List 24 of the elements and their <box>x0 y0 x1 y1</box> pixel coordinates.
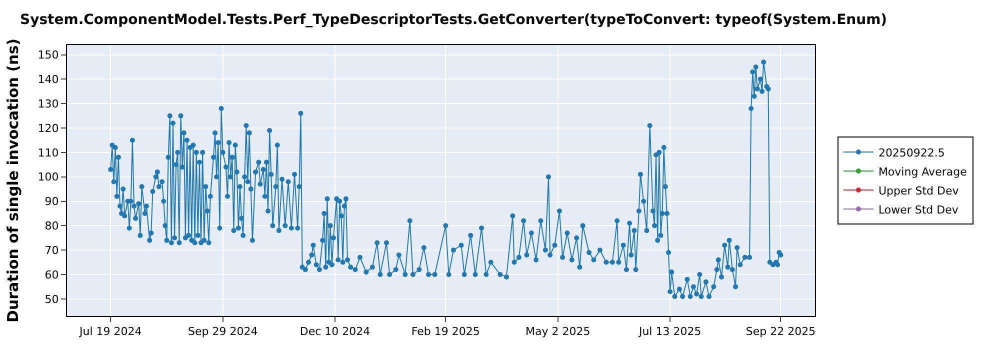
y-tick-label: 150 <box>38 48 59 62</box>
y-axis-title: Duration of single invocation (ns) <box>4 38 22 322</box>
y-tick-label: 90 <box>44 195 59 208</box>
y-tick-label: 140 <box>38 73 59 86</box>
y-tick-label: 70 <box>44 244 59 257</box>
y-tick-label: 50 <box>44 292 59 306</box>
y-tick-label: 100 <box>38 170 59 184</box>
chart-title: System.ComponentModel.Tests.Perf_TypeDescriptorTests.GetConverter(typeToConvert: typeof(System.Enum) <box>20 12 888 28</box>
y-tick-label: 130 <box>38 97 59 110</box>
legend-label: Lower Std Dev <box>878 203 959 216</box>
y-tick-label: 60 <box>44 268 59 282</box>
legend-label: Upper Std Dev <box>878 184 960 198</box>
legend-label: 20250922.5 <box>878 146 945 160</box>
legend-label: Moving Average <box>878 165 968 178</box>
y-tick-label: 110 <box>38 146 59 160</box>
x-tick-label: May 2 2025 <box>526 325 590 338</box>
y-tick-label: 120 <box>38 122 59 135</box>
x-tick-label: Jul 19 2024 <box>78 325 142 338</box>
y-tick-label: 80 <box>44 220 59 233</box>
x-tick-label: Feb 19 2025 <box>411 325 480 338</box>
x-tick-label: Dec 10 2024 <box>300 325 370 338</box>
x-tick-label: Jul 13 2025 <box>638 325 702 338</box>
x-tick-label: Sep 29 2024 <box>188 325 258 338</box>
x-tick-label: Sep 22 2025 <box>746 325 816 338</box>
